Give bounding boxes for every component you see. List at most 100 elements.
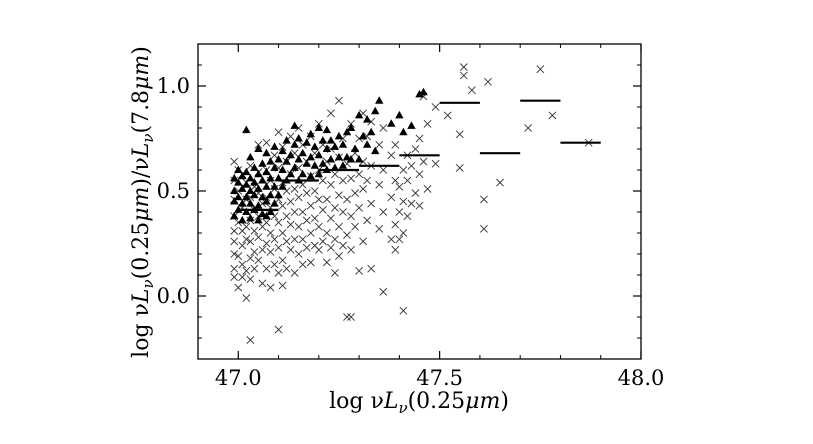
cross-point [326, 180, 335, 189]
cross-point [375, 224, 384, 233]
triangle-point [234, 178, 243, 186]
triangle-point [246, 173, 255, 182]
triangle-point [234, 192, 243, 201]
cross-point [274, 128, 283, 137]
triangle-point [407, 121, 416, 129]
triangle-point [238, 199, 247, 207]
triangle-point [254, 169, 263, 178]
tick-labels: 47.0 47.5 48.0 0.0 0.5 1.0 [157, 74, 665, 390]
cross-point [242, 294, 251, 303]
triangle-point [298, 169, 307, 178]
cross-point [331, 170, 339, 179]
triangle-point [326, 155, 336, 163]
cross-point [326, 243, 335, 252]
cross-point [379, 124, 388, 132]
triangle-point [290, 140, 299, 148]
cross-point [246, 275, 255, 284]
cross-point [242, 222, 251, 231]
cross-point [387, 193, 396, 202]
x-tick-label: 48.0 [618, 366, 665, 390]
triangle-point [246, 152, 255, 161]
cross-point [367, 264, 376, 273]
cross-point [298, 235, 307, 244]
triangle-point [342, 127, 352, 136]
triangle-point [314, 123, 324, 131]
cross-point [443, 111, 452, 120]
cross-point [355, 170, 364, 179]
cross-point [262, 138, 271, 147]
cross-point [238, 273, 247, 282]
triangle-point [375, 96, 384, 104]
cross-point [387, 151, 396, 160]
triangle-point [262, 197, 271, 205]
cross-point [234, 283, 243, 292]
cross-point [258, 279, 267, 288]
triangle-point [262, 211, 271, 220]
cross-point [318, 237, 327, 246]
cross-point [286, 220, 295, 229]
x-tick-label: 47.0 [215, 366, 262, 390]
cross-point [230, 226, 239, 235]
triangle-point [230, 197, 239, 205]
cross-point [270, 260, 279, 269]
cross-point [314, 222, 323, 231]
cross-point [278, 201, 287, 210]
cross-point [407, 199, 416, 208]
triangle-point [266, 207, 275, 215]
cross-point [347, 174, 355, 183]
cross-point [399, 166, 408, 174]
cross-point [314, 195, 323, 204]
cross-point [403, 212, 412, 221]
triangle-point [242, 207, 251, 215]
cross-point [294, 222, 303, 231]
cross-point [359, 184, 368, 193]
binned-median-series [238, 99, 601, 211]
cross-point [266, 229, 275, 237]
triangle-point [278, 182, 287, 190]
cross-point [459, 71, 468, 80]
cross-point [411, 189, 420, 198]
triangle-point [294, 155, 303, 163]
triangle-point [246, 213, 255, 222]
triangle-point [322, 125, 332, 134]
triangle-point [419, 87, 428, 96]
triangle-point [246, 186, 255, 194]
cross-point [415, 201, 424, 210]
cross-point [274, 325, 283, 334]
cross-point [310, 214, 319, 223]
cross-point [322, 229, 331, 237]
triangle-point [298, 148, 307, 157]
triangle-point [242, 125, 251, 134]
triangle-point [290, 163, 299, 171]
cross-point [411, 145, 420, 153]
cross-point [363, 176, 372, 185]
triangle-point [354, 110, 364, 119]
cross-point [278, 229, 287, 237]
cross-point [278, 281, 287, 290]
triangle-point [334, 131, 344, 140]
cross-point [322, 195, 331, 204]
cross-point [274, 268, 283, 277]
triangle-point [270, 182, 279, 190]
cross-point [419, 157, 428, 166]
cross-point [423, 184, 432, 193]
triangle-point [387, 119, 396, 127]
triangle-point [266, 157, 275, 165]
cross-point [339, 176, 347, 185]
cross-point [254, 233, 263, 242]
cross-point [379, 166, 388, 174]
triangle-point [290, 121, 299, 129]
cross-point [379, 287, 388, 296]
x-tick-label: 47.5 [416, 366, 463, 390]
plot-frame [197, 43, 642, 360]
triangle-point [266, 173, 275, 182]
triangle-point [326, 136, 336, 144]
cross-point [395, 182, 404, 191]
cross-point [250, 247, 259, 256]
cross-point [391, 245, 400, 254]
cross-point [467, 86, 476, 95]
cross-point [480, 224, 488, 233]
triangle-point [334, 152, 344, 161]
cross-point [536, 65, 545, 74]
cross-point [302, 243, 311, 252]
